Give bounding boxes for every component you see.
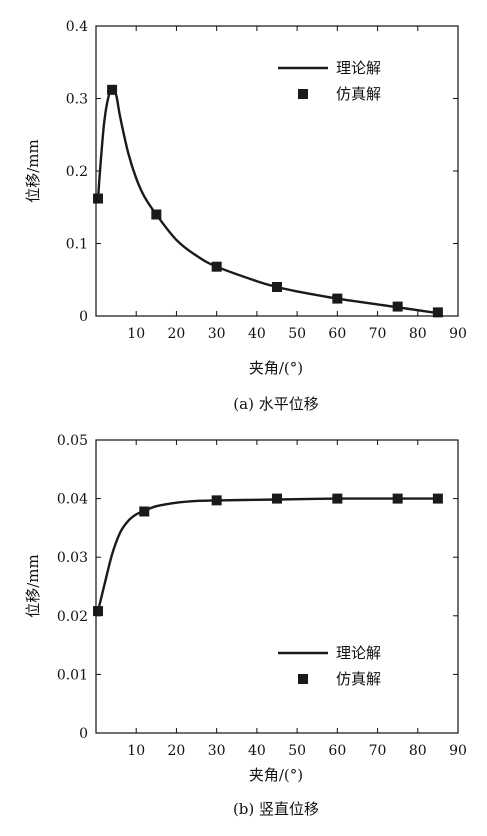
chart-b-svg: 10 20 30 40 50 60 70 80 9000.010.020.030.040.05 … [24,433,467,818]
chart-a-legend-theory-label: 理论解 [336,59,381,77]
chart-b-sim-point [139,506,150,517]
chart-a-legend-square-swatch [298,89,308,99]
chart-a-xlabel: 夹角/(°) [249,359,303,377]
chart-a-frame [95,25,459,317]
chart-a-sim-point [392,301,403,312]
chart-b-xtick-label: 10 [127,743,145,759]
chart-b-sim-point [432,493,443,504]
chart-b-xtick-label: 40 [248,743,266,759]
chart-b-ytick-label: 0.05 [57,433,88,449]
chart-a-xtick-label: 20 [168,326,186,342]
chart-a-sim-point [272,282,282,292]
chart-b-ytick-label: 0.02 [57,609,88,625]
chart-b-xtick-label: 80 [409,743,427,759]
chart-a-caption: (a) 水平位移 [233,395,318,413]
chart-a-sim-point [151,209,162,220]
chart-b-sim-point [272,493,282,504]
chart-b-ytick-label: 0 [79,726,88,742]
chart-b-caption: (b) 竖直位移 [233,800,319,818]
chart-a-xtick-label: 90 [449,326,467,342]
chart-a-ytick-label: 0.2 [66,164,88,180]
chart-b-ytick-label: 0.04 [57,492,88,508]
chart-a-xtick-label: 60 [328,326,346,342]
chart-a-ytick-label: 0.1 [66,237,88,253]
chart-b-sim-point [93,606,104,617]
chart-a-xtick-label: 30 [208,326,226,342]
chart-b-xtick-label: 20 [168,743,186,759]
chart-b-legend-sim-label: 仿真解 [336,670,381,688]
chart-b-xtick-label: 60 [328,743,346,759]
chart-a-xtick-label: 50 [288,326,306,342]
chart-b-xtick-label: 30 [208,743,226,759]
figure-b: 10 20 30 40 50 60 70 80 90 0 0.01 0.02 0.03 0.04 0.05 … [0,420,487,831]
chart-a-sim-point [107,84,118,95]
chart-b-ylabel: 位移/mm [24,554,42,618]
chart-a-sim-point [93,193,104,204]
chart-a-xtick-label: 10 [127,326,145,342]
chart-a-ytick-label: 0.4 [66,19,88,35]
chart-b-ytick-label: 0.01 [57,667,88,683]
chart-a-ylabel: 位移/mm [24,139,42,203]
chart-b-legend-theory-label: 理论解 [336,644,381,662]
chart-a-sim-point [211,261,222,272]
chart-a-sim-point [432,307,443,318]
chart-a-ytick-label: 0 [79,309,88,325]
chart-a-sim-point [332,293,343,304]
chart-a-theory-line [96,88,439,315]
chart-a-xtick-label: 70 [369,326,387,342]
chart-b-xlabel: 夹角/(°) [249,766,303,784]
chart-b-sim-point [211,495,222,506]
chart-b-sim-point [392,493,403,504]
chart-b-xtick-label: 50 [288,743,306,759]
chart-b-xtick-label: 70 [369,743,387,759]
chart-b-sim-point [332,493,343,504]
chart-a-xtick-label: 80 [409,326,427,342]
figure-a: 10 20 30 40 50 60 70 80 90 0 0.1 0.2 0.3 0.4 理论解仿真解 夹… [24,19,467,413]
chart-a-ytick-label: 0.3 [66,92,88,108]
chart-b-frame [95,439,459,734]
chart-b-theory-line [96,497,438,612]
chart-b-legend-square-swatch [298,674,308,684]
chart-b-xtick-label: 90 [449,743,467,759]
chart-a-legend-sim-label: 仿真解 [336,85,381,103]
chart-b-ytick-label: 0.03 [57,550,88,566]
chart-a-xtick-label: 40 [248,326,266,342]
